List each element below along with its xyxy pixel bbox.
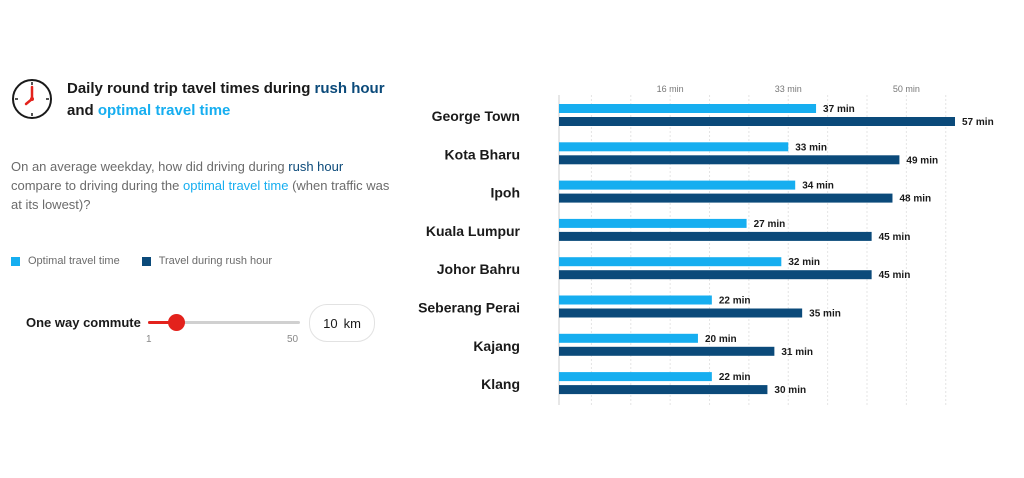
commute-slider[interactable] <box>148 314 300 331</box>
category-label: Klang <box>481 376 520 392</box>
bar-rush <box>559 346 775 356</box>
slider-min-label: 1 <box>146 334 152 345</box>
slider-track[interactable] <box>148 321 300 324</box>
category-label: George Town <box>432 108 520 124</box>
legend-label-rush: Travel during rush hour <box>158 255 273 267</box>
data-label: 49 min <box>906 155 938 166</box>
legend-item-optimal: Optimal travel time <box>11 255 120 267</box>
bar-optimal <box>559 218 747 228</box>
data-label: 33 min <box>795 142 827 153</box>
data-label: 37 min <box>823 104 855 115</box>
bar-rush <box>559 155 900 165</box>
category-label: Kajang <box>473 338 520 354</box>
travel-time-chart: 16 min 33 min 50 min 37 min 57 min George Tow… <box>418 84 994 405</box>
bar-optimal <box>559 333 698 343</box>
category-label: Kuala Lumpur <box>426 223 521 239</box>
tick-label: 16 min <box>657 84 684 94</box>
tick-label: 33 min <box>775 84 802 94</box>
tick-label: 50 min <box>893 84 920 94</box>
data-label: 32 min <box>788 257 820 268</box>
legend-item-rush: Travel during rush hour <box>141 255 273 267</box>
bar-rush <box>559 308 803 318</box>
category-label: Johor Bahru <box>437 261 520 277</box>
bar-rush <box>559 231 872 241</box>
chart-title: Daily round trip tavel times during rush… <box>67 80 385 119</box>
bar-optimal <box>559 180 796 190</box>
bar-optimal <box>559 104 817 113</box>
bar-rush <box>559 270 872 280</box>
data-label: 48 min <box>899 194 931 205</box>
title-optimal-time: optimal travel time <box>97 102 231 119</box>
legend-swatch-optimal <box>11 256 20 266</box>
slider-fill <box>148 321 176 324</box>
bar-rush <box>559 117 955 126</box>
commute-distance-value: 10 <box>323 315 338 331</box>
data-label: 45 min <box>879 270 911 281</box>
bar-rush <box>559 385 768 395</box>
data-label: 45 min <box>879 232 911 243</box>
slider-max-label: 50 <box>287 334 299 345</box>
data-label: 22 min <box>719 372 751 383</box>
legend-swatch-rush <box>141 256 151 266</box>
data-label: 57 min <box>962 117 994 128</box>
category-label: Ipoh <box>490 185 520 201</box>
data-label: 27 min <box>754 219 786 230</box>
data-label: 30 min <box>774 385 806 396</box>
clock-icon <box>12 79 52 119</box>
legend-label-optimal: Optimal travel time <box>28 255 120 267</box>
question-text: On an average weekday, how did driving d… <box>11 159 390 212</box>
bar-optimal <box>559 257 782 267</box>
bar-optimal <box>559 295 712 305</box>
data-label: 20 min <box>705 334 737 345</box>
slider-thumb[interactable] <box>167 314 185 331</box>
data-label: 34 min <box>802 181 834 192</box>
commute-distance-unit: km <box>343 315 361 331</box>
commute-distance-input[interactable]: 10 km <box>309 304 375 342</box>
commute-label: One way commute <box>26 315 141 330</box>
category-label: Kota Bharu <box>445 146 520 162</box>
bar-rush <box>559 193 893 203</box>
data-label: 31 min <box>781 347 813 358</box>
data-label: 22 min <box>719 296 751 307</box>
legend: Optimal travel time Travel during rush h… <box>11 255 294 267</box>
data-label: 35 min <box>809 309 841 320</box>
bar-optimal <box>559 142 789 152</box>
category-label: Seberang Perai <box>418 300 520 316</box>
bar-optimal <box>559 372 712 382</box>
title-rush-hour: rush hour <box>314 80 385 97</box>
